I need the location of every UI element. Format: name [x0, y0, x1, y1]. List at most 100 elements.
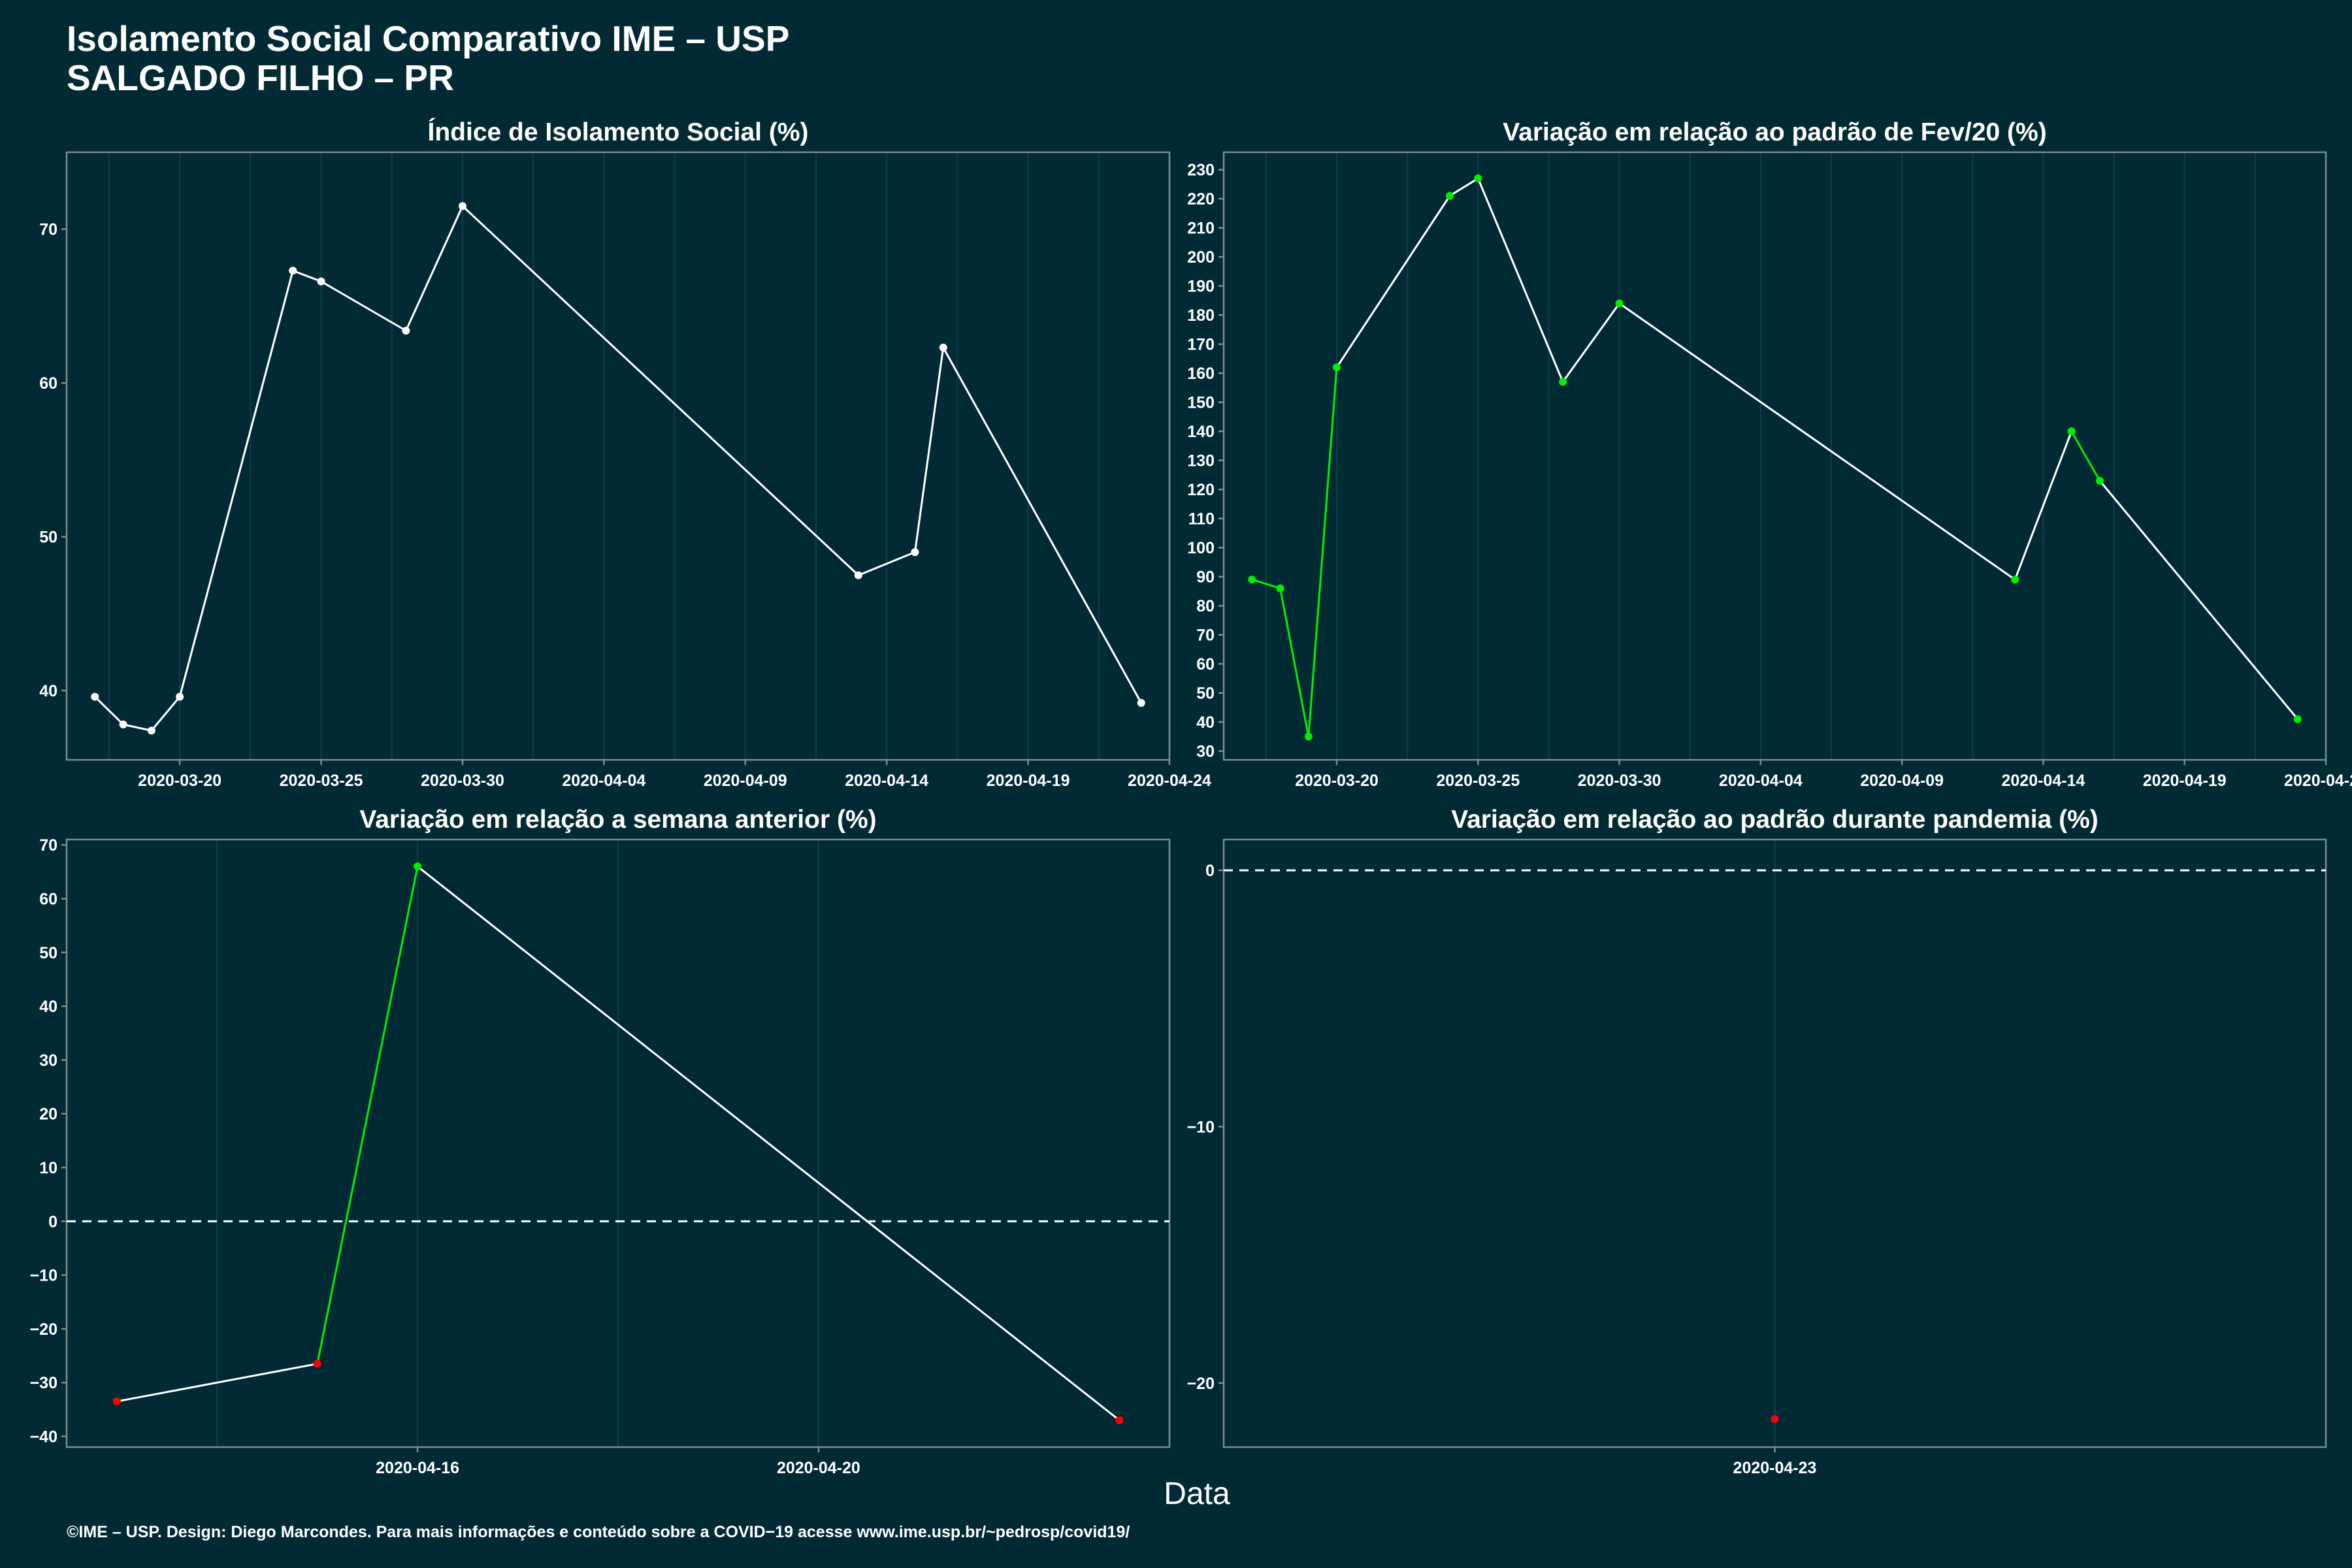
y-tick-label: 50 — [39, 944, 57, 962]
data-point — [1115, 1416, 1124, 1424]
x-tick-label: 2020-04-04 — [562, 772, 645, 790]
data-point — [1559, 378, 1567, 386]
data-point — [1474, 174, 1482, 183]
series-segment — [116, 1362, 318, 1403]
data-point — [2095, 476, 2104, 485]
data-point — [147, 727, 155, 735]
y-tick-label: 70 — [39, 836, 57, 855]
y-tick-label: 0 — [1205, 862, 1215, 880]
series-segment — [1449, 177, 1479, 197]
y-tick-label: 30 — [1196, 743, 1215, 761]
y-tick-label: −30 — [30, 1374, 57, 1392]
plot-frame — [1222, 151, 2327, 761]
data-point — [313, 1360, 321, 1368]
data-point — [854, 571, 862, 580]
y-tick-label: 110 — [1188, 510, 1215, 529]
x-tick-label: 2020-04-14 — [2001, 772, 2085, 790]
x-axis-title: Data — [1164, 1477, 1230, 1511]
panel-isolation-index: Índice de Isolamento Social (%) 40 50 60 70 2… — [39, 118, 1211, 790]
y-tick-label: 200 — [1187, 248, 1215, 267]
series-segment — [150, 696, 181, 732]
series-segment — [178, 270, 294, 697]
y-tick-label: 120 — [1187, 481, 1215, 499]
y-tick-label: 220 — [1187, 190, 1215, 208]
y-tick-label: 180 — [1187, 306, 1215, 325]
x-tick-label: 2020-04-19 — [2143, 772, 2227, 790]
series-segment — [942, 347, 1143, 704]
x-tick-label: 2020-03-25 — [1436, 772, 1520, 790]
x-tick-label: 2020-04-24 — [2284, 772, 2352, 790]
series-segment — [1251, 578, 1281, 589]
x-tick-label: 2020-04-16 — [376, 1459, 459, 1477]
data-point — [1333, 363, 1341, 372]
x-tick-label: 2020-04-19 — [987, 772, 1070, 790]
panel-variation-previous-week: Variação em relação a semana anterior (%… — [30, 806, 1171, 1477]
data-point — [2067, 427, 2076, 436]
data-point — [112, 1397, 121, 1406]
series-segment — [405, 205, 464, 331]
x-tick-label: 2020-03-20 — [1295, 772, 1379, 790]
data-point — [1771, 1414, 1779, 1423]
y-tick-label: 210 — [1187, 220, 1215, 238]
page-title-line2: SALGADO FILHO – PR — [67, 57, 454, 98]
panel-variation-pandemic: Variação em relação ao padrão durante pa… — [1187, 806, 2327, 1477]
series-segment — [2099, 480, 2298, 720]
y-tick-label: 70 — [1196, 627, 1215, 645]
series-segment — [123, 723, 152, 732]
y-tick-label: 40 — [1196, 713, 1215, 732]
y-tick-label: 20 — [39, 1105, 57, 1124]
y-tick-label: 140 — [1187, 423, 1215, 441]
y-tick-label: 230 — [1187, 161, 1215, 180]
x-tick-label: 2020-04-23 — [1733, 1459, 1817, 1477]
series-segment — [316, 866, 419, 1364]
y-tick-label: 130 — [1187, 452, 1215, 470]
series-segment — [461, 205, 859, 576]
series-segment — [1335, 195, 1451, 368]
x-tick-label: 2020-03-20 — [138, 772, 221, 790]
series-segment — [2014, 431, 2073, 580]
x-tick-label: 2020-04-14 — [845, 772, 928, 790]
y-tick-label: 60 — [39, 890, 57, 909]
series-segment — [320, 280, 407, 332]
y-tick-label: −10 — [1187, 1118, 1215, 1136]
x-tick-label: 2020-04-24 — [1128, 772, 1211, 790]
y-tick-label: −10 — [30, 1267, 57, 1285]
panel-title: Variação em relação ao padrão durante pa… — [1451, 806, 2099, 834]
panel-variation-feb20: Variação em relação ao padrão de Fev/20 … — [1187, 118, 2352, 790]
y-tick-label: 40 — [39, 998, 57, 1016]
data-point — [289, 267, 297, 275]
plot-frame — [65, 151, 1171, 761]
data-point — [1248, 576, 1256, 584]
data-point — [414, 862, 422, 871]
y-tick-label: 40 — [39, 682, 57, 700]
data-point — [317, 277, 325, 286]
y-tick-label: 30 — [39, 1051, 57, 1070]
y-tick-label: −20 — [1187, 1375, 1215, 1393]
data-point — [1304, 732, 1313, 741]
data-point — [176, 693, 184, 701]
series-segment — [417, 865, 1120, 1422]
y-tick-label: −40 — [30, 1428, 57, 1446]
y-tick-label: 160 — [1187, 365, 1215, 383]
footer-credits: ©IME – USP. Design: Diego Marcondes. Par… — [67, 1523, 1130, 1541]
series-segment — [1279, 588, 1310, 737]
data-point — [1446, 191, 1454, 200]
series-segment — [292, 269, 322, 283]
plot-frame — [65, 838, 1171, 1448]
series-segment — [913, 347, 945, 553]
y-tick-label: 10 — [39, 1159, 57, 1177]
y-tick-label: 100 — [1187, 539, 1215, 557]
data-point — [119, 720, 127, 728]
data-point — [911, 548, 919, 557]
y-tick-label: 50 — [39, 529, 57, 547]
y-tick-label: 190 — [1187, 278, 1215, 296]
y-tick-label: 90 — [1196, 568, 1215, 587]
series-segment — [1307, 367, 1338, 737]
data-point — [458, 202, 466, 210]
data-point — [939, 344, 947, 352]
y-tick-label: 60 — [39, 374, 57, 393]
panel-title: Variação em relação a semana anterior (%… — [359, 806, 876, 834]
series-segment — [1618, 302, 2016, 581]
data-point — [2293, 715, 2302, 723]
